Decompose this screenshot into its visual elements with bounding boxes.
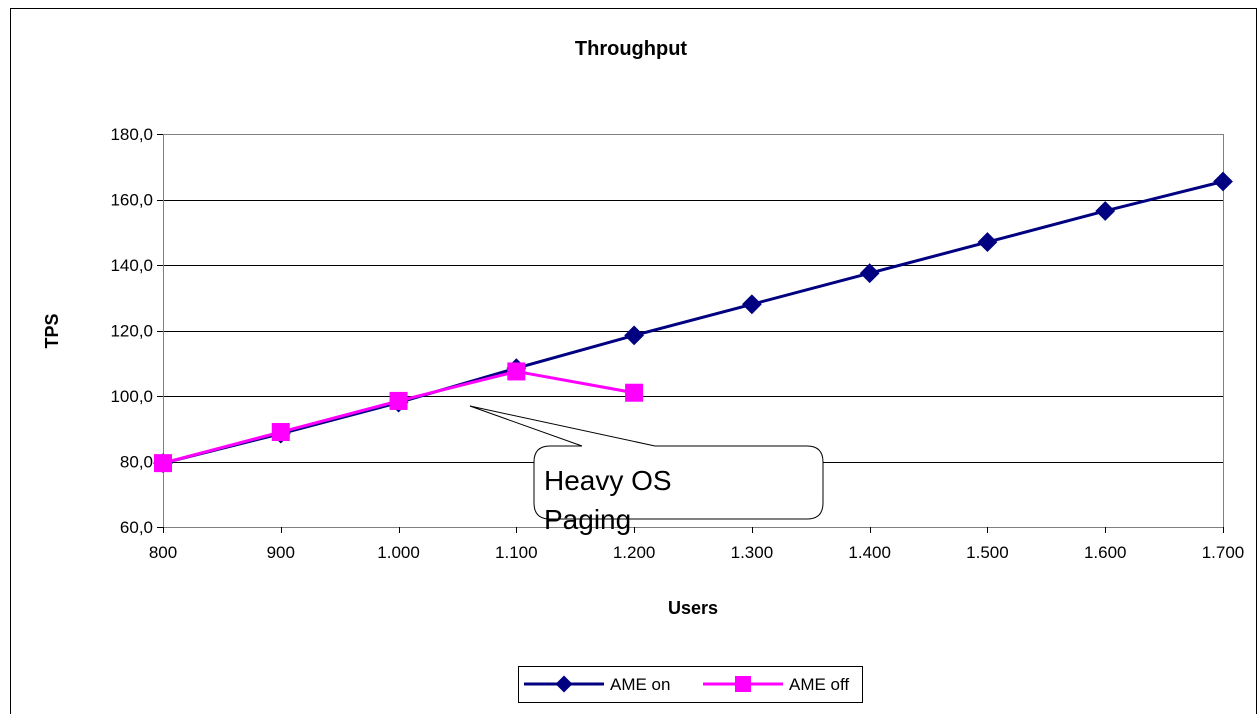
callout-text: Heavy OS [544, 465, 672, 496]
data-point-ame-off [271, 423, 290, 442]
legend: AME on AME off [518, 666, 863, 703]
x-tick-label: 1.400 [848, 543, 891, 562]
x-axis-ticks: 800 900 1.000 1.100 1.200 1.300 1.400 1.500 1.60… [149, 527, 1244, 562]
data-point-ame-on [859, 263, 880, 284]
y-tick-label: 120,0 [110, 322, 153, 341]
y-tick-label: 180,0 [110, 125, 153, 144]
x-tick-label: 800 [149, 543, 177, 562]
x-tick-label: 1.600 [1084, 543, 1127, 562]
legend-marker-ame-off [735, 676, 751, 692]
y-tick-label: 80,0 [120, 453, 153, 472]
y-axis-label: TPS [42, 313, 62, 348]
data-point-ame-on [1213, 171, 1233, 192]
data-point-ame-on [1095, 201, 1116, 221]
y-axis-ticks: 60,0 80,0 100,0 120,0 140,0 160,0 180,0 [110, 125, 163, 537]
data-point-ame-off [154, 454, 172, 473]
x-tick-label: 1.200 [613, 543, 656, 562]
data-point-ame-on [624, 325, 645, 346]
callout-text: Paging [544, 504, 631, 535]
chart-border [10, 8, 1257, 714]
y-tick-label: 60,0 [120, 518, 153, 537]
chart-title: Throughput [575, 38, 688, 60]
legend-label-ame-on: AME on [610, 675, 670, 694]
data-point-ame-on [741, 294, 762, 315]
x-axis-label: Users [668, 598, 718, 618]
x-tick-label: 1.000 [377, 543, 420, 562]
y-tick-label: 100,0 [110, 387, 153, 406]
data-point-ame-off [625, 383, 644, 402]
data-point-ame-off [389, 391, 408, 410]
x-tick-label: 900 [267, 543, 295, 562]
data-point-ame-off [507, 362, 526, 381]
legend-label-ame-off: AME off [789, 675, 849, 694]
x-tick-label: 1.500 [966, 543, 1009, 562]
annotation-callout: Heavy OS Paging [469, 405, 824, 535]
legend-marker-ame-on [555, 675, 573, 693]
x-tick-label: 1.700 [1202, 543, 1245, 562]
y-tick-label: 160,0 [110, 191, 153, 210]
y-tick-label: 140,0 [110, 256, 153, 275]
series-group [153, 171, 1233, 474]
plot-area [163, 134, 1224, 528]
callout-shape [469, 405, 824, 520]
series-line-ame-on [162, 180, 1224, 465]
x-tick-label: 1.300 [731, 543, 774, 562]
x-tick-label: 1.100 [495, 543, 538, 562]
